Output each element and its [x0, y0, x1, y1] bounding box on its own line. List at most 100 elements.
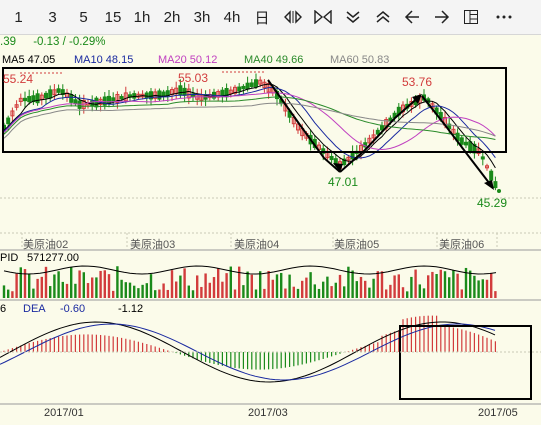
macd-dea-label: DEA: [23, 303, 46, 315]
volume-bar: [57, 271, 60, 298]
candle-body: [178, 85, 183, 96]
volume-bar: [53, 274, 56, 298]
ma-info-bar: .39 -0.13 / -0.29%: [0, 36, 123, 50]
annotation-low-2: 45.29: [477, 196, 508, 210]
volume-bar: [435, 274, 438, 298]
volume-bar: [275, 274, 279, 298]
volume-bar: [44, 266, 48, 298]
volume-bar: [288, 274, 291, 298]
candle-body: [249, 82, 254, 88]
chevron-down-double-icon[interactable]: [337, 0, 368, 34]
candle-body: [237, 86, 242, 92]
candle-body: [115, 93, 120, 104]
volume-bar: [145, 283, 148, 298]
month-label-02: 美原油02: [23, 239, 69, 251]
volume-value: 571277.00: [27, 252, 79, 264]
candle-body: [258, 79, 263, 85]
volume-bar: [334, 282, 337, 298]
volume-group: [2, 265, 497, 298]
volume-bar: [443, 271, 447, 298]
volume-bar: [65, 283, 69, 298]
candle-body: [144, 92, 149, 99]
volume-bar: [322, 281, 325, 298]
macd-dea-line: [0, 323, 496, 381]
period-1[interactable]: 1: [14, 8, 23, 26]
volume-bar: [212, 277, 216, 298]
candle-body: [329, 155, 334, 161]
volume-bar: [40, 276, 43, 298]
volume-bar: [464, 267, 468, 298]
volume-bar: [70, 267, 73, 298]
layout-icon[interactable]: [456, 0, 486, 34]
volume-bar: [124, 282, 127, 298]
candle-body: [123, 92, 128, 102]
volume-bar: [452, 270, 455, 298]
candle-body: [254, 79, 258, 88]
trend-arrow-down-1: [267, 79, 341, 173]
volume-bar: [376, 271, 379, 298]
ma10-label: MA10 48.15: [74, 54, 134, 66]
candle-body: [52, 89, 57, 96]
volume-bar: [494, 291, 497, 298]
volume-bar: [107, 274, 111, 298]
candle-body: [375, 129, 380, 135]
ma-lines-group: [3, 83, 496, 169]
candle-body: [161, 91, 166, 97]
date-label-2017-01: 2017/01: [44, 407, 84, 419]
volume-bar: [422, 288, 426, 298]
arrow-right-icon[interactable]: [427, 0, 456, 34]
volume-bar: [36, 278, 39, 298]
chevron-up-double-icon[interactable]: [368, 0, 397, 34]
period-4h[interactable]: 4h: [223, 8, 241, 26]
macd-highlight-box: [399, 325, 532, 400]
volume-bar: [414, 269, 417, 298]
ma60-line: [3, 102, 496, 139]
month-label-04: 美原油04: [234, 239, 280, 251]
volume-bar: [326, 276, 329, 298]
ma40-line: [3, 96, 496, 140]
candle-body: [149, 91, 153, 100]
range-box: [2, 67, 507, 153]
candle-body: [342, 158, 347, 166]
date-label-2017-03: 2017/03: [248, 407, 288, 419]
candle-body: [157, 90, 162, 100]
volume-bar: [372, 278, 375, 298]
period-1h[interactable]: 1h: [133, 8, 151, 26]
trend-arrow-up: [339, 95, 421, 173]
volume-bar: [456, 273, 459, 298]
candle-body: [245, 82, 250, 90]
arrow-left-icon[interactable]: [397, 0, 427, 34]
volume-bar: [305, 277, 308, 298]
month-label-06: 美原油06: [439, 239, 485, 251]
period-3h[interactable]: 3h: [193, 8, 211, 26]
volume-bar: [154, 290, 157, 298]
volume-bar: [179, 275, 182, 298]
collapse-horizontal-icon[interactable]: [308, 0, 337, 34]
volume-bar: [246, 271, 249, 298]
volume-bar: [175, 281, 178, 298]
period-2h[interactable]: 2h: [163, 8, 181, 26]
period-5[interactable]: 5: [79, 8, 88, 26]
price-change: -0.13 / -0.29%: [33, 36, 106, 48]
volume-bar: [460, 289, 463, 298]
candle-body: [23, 97, 27, 102]
candle-body: [346, 156, 351, 161]
period-15[interactable]: 15: [104, 8, 122, 26]
volume-bar: [380, 271, 384, 298]
volume-bar: [204, 273, 207, 298]
volume-bar: [116, 266, 119, 298]
expand-horizontal-icon[interactable]: [277, 0, 308, 34]
low2-marker: [497, 189, 501, 193]
ma5-label: MA5 47.05: [2, 54, 56, 66]
volume-bar: [221, 281, 224, 298]
volume-bar: [133, 285, 136, 298]
period-3[interactable]: 3: [48, 8, 57, 26]
macd-value: -1.12: [118, 303, 144, 315]
more-icon[interactable]: [486, 0, 521, 34]
volume-bar: [112, 290, 115, 298]
volume-bar: [427, 275, 430, 298]
volume-bar: [393, 275, 396, 298]
period-day[interactable]: 日: [254, 9, 270, 27]
volume-bar: [490, 272, 493, 298]
volume-bar: [259, 271, 262, 298]
